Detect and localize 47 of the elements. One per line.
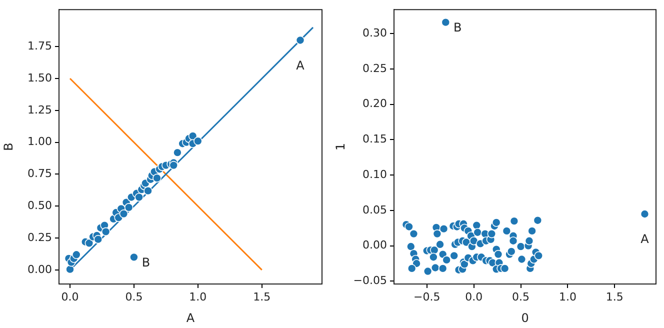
point [94, 234, 103, 244]
point [72, 250, 81, 260]
x-tick-label: 1.5 [253, 290, 271, 304]
x-axis-title: A [186, 310, 196, 325]
annotation: B [454, 20, 462, 34]
x-tick-label: 0.5 [512, 290, 530, 304]
point [152, 174, 162, 182]
point [124, 203, 134, 212]
y-tick-label: 1.75 [28, 39, 52, 52]
y-tick-label: 1.00 [28, 135, 52, 148]
point [144, 186, 152, 196]
point [101, 227, 110, 236]
y-tick-label: 0.00 [362, 238, 387, 252]
x-tick-label: 1.0 [558, 290, 576, 304]
x-tick-label: 1.5 [606, 290, 624, 304]
y-tick-label: 0.15 [362, 132, 387, 146]
annotation: B [142, 255, 150, 270]
y-tick-label: 0.25 [362, 62, 387, 75]
point [119, 209, 128, 218]
point [194, 136, 202, 146]
y-tick-label: 0.10 [362, 168, 387, 181]
y-tick-label: 1.50 [28, 71, 52, 84]
x-tick-label: −0.5 [414, 290, 440, 304]
point [134, 192, 144, 202]
y-tick-label: 0.50 [28, 199, 52, 212]
x-tick-label: 0.0 [61, 290, 79, 304]
annotation: A [296, 58, 306, 72]
x-tick-label: 0.0 [465, 290, 483, 304]
point [296, 36, 305, 45]
point [173, 148, 182, 157]
y-tick-label: −0.05 [353, 274, 387, 288]
x-tick-label: 1.0 [189, 290, 207, 304]
annotation: A [640, 232, 650, 246]
y-tick-label: 0.00 [28, 262, 52, 276]
y-tick-label: 0.25 [28, 230, 52, 244]
y-tick-label: 0.75 [28, 167, 52, 180]
y-axis-title: 1 [333, 142, 348, 151]
point [130, 252, 138, 262]
y-tick-label: 0.05 [362, 203, 387, 216]
y-tick-label: 0.20 [362, 97, 387, 110]
point [169, 160, 178, 170]
y-tick-label: 0.30 [362, 26, 387, 40]
y-tick-label: 1.25 [28, 103, 52, 116]
x-axis-title: 0 [521, 310, 529, 325]
point [84, 238, 94, 248]
x-tick-label: 0.5 [125, 290, 143, 304]
y-axis-title: B [1, 142, 16, 151]
